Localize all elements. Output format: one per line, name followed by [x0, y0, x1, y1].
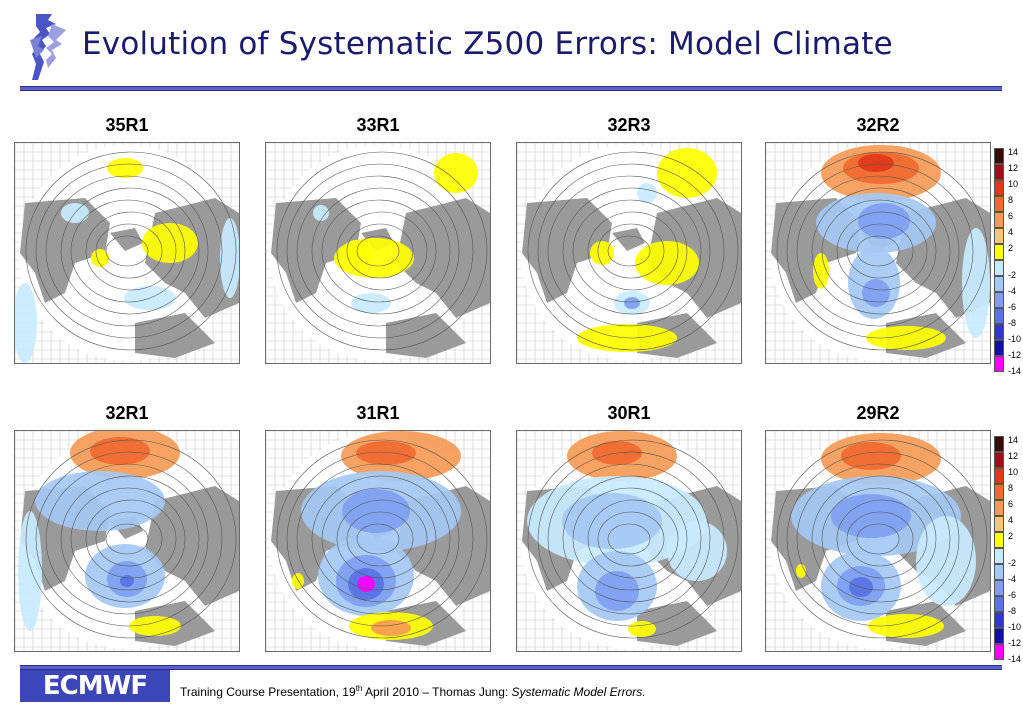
- footer-citation: Training Course Presentation, 19th April…: [180, 684, 646, 699]
- colorbar-tick-label: 6: [1008, 499, 1014, 509]
- colorbar-swatch: [994, 148, 1004, 164]
- colorbar-swatch: [994, 212, 1004, 228]
- colorbar-swatch: [994, 308, 1004, 324]
- panel-label-32r2: 32R2: [856, 115, 900, 135]
- z500-error-map-32r3: [516, 142, 742, 364]
- footer-rule: [20, 665, 1002, 670]
- footer-sup: th: [355, 684, 363, 693]
- colorbar-tick-label: 10: [1008, 179, 1019, 189]
- panel-label-32r3: 32R3: [607, 115, 651, 135]
- panel-label-35r1: 35R1: [105, 115, 149, 135]
- z500-error-map-31r1: [265, 430, 491, 652]
- colorbar-tick-label: -4: [1008, 574, 1017, 584]
- z500-error-map-35r1: [14, 142, 240, 364]
- colorbar-tick-label: 8: [1008, 195, 1014, 205]
- colorbar-tick-label: 12: [1008, 163, 1019, 173]
- panel-label-31r1: 31R1: [356, 403, 400, 423]
- colorbar-tick-label: 2: [1008, 243, 1014, 253]
- colorbar-tick-label: -12: [1008, 638, 1022, 648]
- colorbar-tick-label: -2: [1008, 558, 1017, 568]
- colorbar-swatch: [994, 196, 1004, 212]
- colorbar-swatch: [994, 276, 1004, 292]
- colorbar-tick-label: 14: [1008, 435, 1019, 445]
- colorbar-swatch: [994, 468, 1004, 484]
- panel-label-33r1: 33R1: [356, 115, 400, 135]
- colorbar-swatch: [994, 356, 1004, 372]
- colorbar-swatch: [994, 612, 1004, 628]
- colorbar-tick-label: 4: [1008, 515, 1014, 525]
- colorbar-swatch: [994, 436, 1004, 452]
- colorbar-tick-label: -10: [1008, 334, 1022, 344]
- ecmwf-emblem-icon: [22, 10, 72, 82]
- colorbar-swatch: [994, 484, 1004, 500]
- panel-label-30r1: 30R1: [607, 403, 651, 423]
- colorbar-tick-label: -6: [1008, 590, 1017, 600]
- colorbar-swatch: [994, 500, 1004, 516]
- colorbar-swatch: [994, 260, 1004, 276]
- colorbar-tick-label: 8: [1008, 483, 1014, 493]
- colorbar-swatch: [994, 548, 1004, 564]
- colorbar-swatch: [994, 180, 1004, 196]
- colorbar-swatch: [994, 452, 1004, 468]
- footer-italic: Systematic Model Errors.: [511, 685, 646, 699]
- z500-error-map-29r2: [765, 430, 991, 652]
- colorbar-tick-label: -8: [1008, 606, 1017, 616]
- colorbar-tick-label: -4: [1008, 286, 1017, 296]
- colorbar-tick-label: -14: [1008, 366, 1022, 376]
- colorbar-swatch: [994, 340, 1004, 356]
- colorbar-tick-label: -6: [1008, 302, 1017, 312]
- slide-title: Evolution of Systematic Z500 Errors: Mod…: [82, 26, 893, 62]
- panel-label-32r1: 32R1: [105, 403, 149, 423]
- colorbar-tick-label: 2: [1008, 531, 1014, 541]
- panel-label-29r2: 29R2: [856, 403, 900, 423]
- colorbar-tick-label: -8: [1008, 318, 1017, 328]
- z500-error-map-33r1: [265, 142, 491, 364]
- header-rule: [20, 86, 1002, 91]
- colorbar-tick-label: -2: [1008, 270, 1017, 280]
- ecmwf-logo-text: ECMWF: [42, 671, 148, 701]
- footer-middle: April 2010 – Thomas Jung:: [362, 685, 512, 699]
- colorbar-tick-label: -10: [1008, 622, 1022, 632]
- colorbar-swatch: [994, 644, 1004, 660]
- colorbar-tick-label: 12: [1008, 451, 1019, 461]
- colorbar-tick-label: 14: [1008, 147, 1019, 157]
- colorbar-swatch: [994, 532, 1004, 548]
- footer-prefix: Training Course Presentation, 19: [180, 685, 356, 699]
- colorbar-swatch: [994, 244, 1004, 260]
- colorbar-swatch: [994, 580, 1004, 596]
- colorbar-swatch: [994, 596, 1004, 612]
- colorbar-swatch: [994, 164, 1004, 180]
- z500-error-map-32r1: [14, 430, 240, 652]
- colorbar-tick-label: 10: [1008, 467, 1019, 477]
- colorbar-tick-label: -12: [1008, 350, 1022, 360]
- colorbar-tick-label: -14: [1008, 654, 1022, 664]
- colorbar-swatch: [994, 564, 1004, 580]
- colorbar-swatch: [994, 516, 1004, 532]
- colorbar-swatch: [994, 628, 1004, 644]
- colorbar-tick-label: 4: [1008, 227, 1014, 237]
- colorbar-swatch: [994, 228, 1004, 244]
- colorbar-swatch: [994, 292, 1004, 308]
- colorbar-swatch: [994, 324, 1004, 340]
- z500-error-map-30r1: [516, 430, 742, 652]
- z500-error-map-32r2: [765, 142, 991, 364]
- colorbar-tick-label: 6: [1008, 211, 1014, 221]
- ecmwf-logo: ECMWF: [20, 670, 170, 702]
